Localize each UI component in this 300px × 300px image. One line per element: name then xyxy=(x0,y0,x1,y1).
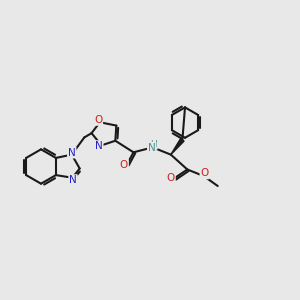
Text: N: N xyxy=(69,175,77,185)
Text: N: N xyxy=(68,148,76,158)
Text: N: N xyxy=(148,143,155,153)
Text: H: H xyxy=(150,140,157,149)
Text: O: O xyxy=(94,115,102,125)
Text: O: O xyxy=(120,160,128,170)
Text: O: O xyxy=(167,173,175,183)
Text: O: O xyxy=(200,168,208,178)
Polygon shape xyxy=(171,138,184,154)
Text: N: N xyxy=(95,141,103,151)
